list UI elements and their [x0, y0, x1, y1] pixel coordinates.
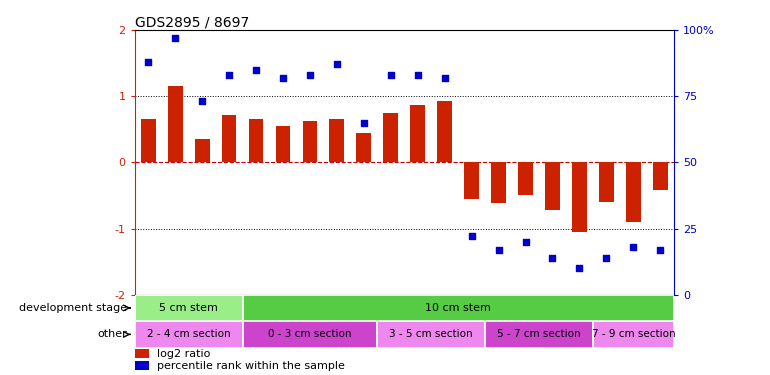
Text: 5 cm stem: 5 cm stem	[159, 303, 218, 313]
Bar	[276, 126, 290, 162]
Point	[465, 234, 477, 240]
Bar	[141, 119, 156, 162]
Bar	[593, 321, 674, 348]
Point	[196, 99, 208, 105]
Point	[277, 75, 290, 81]
Bar	[437, 102, 452, 162]
Text: percentile rank within the sample: percentile rank within the sample	[157, 361, 345, 371]
Point	[169, 35, 182, 41]
Text: GDS2895 / 8697: GDS2895 / 8697	[135, 16, 249, 30]
Bar	[653, 162, 668, 190]
Point	[439, 75, 451, 81]
Bar	[135, 321, 243, 348]
Bar	[330, 119, 344, 162]
Bar	[249, 119, 263, 162]
Bar	[195, 139, 209, 162]
Point	[223, 72, 236, 78]
Bar	[383, 113, 398, 162]
Point	[303, 72, 316, 78]
Text: 10 cm stem: 10 cm stem	[425, 303, 491, 313]
Point	[601, 255, 613, 261]
Point	[249, 67, 262, 73]
Text: other: other	[97, 329, 126, 339]
Point	[627, 244, 639, 250]
Bar	[243, 321, 377, 348]
Point	[547, 255, 559, 261]
Text: 0 - 3 cm section: 0 - 3 cm section	[268, 329, 352, 339]
Point	[493, 247, 505, 253]
Text: development stage: development stage	[18, 303, 126, 313]
Bar	[135, 295, 243, 321]
Bar	[572, 162, 587, 232]
Bar	[545, 162, 560, 210]
Bar	[135, 361, 149, 370]
Bar	[518, 162, 533, 195]
Text: 7 - 9 cm section: 7 - 9 cm section	[591, 329, 675, 339]
Bar	[410, 105, 425, 162]
Bar	[222, 115, 236, 162]
Point	[520, 239, 532, 245]
Bar	[168, 86, 182, 162]
Bar	[377, 321, 485, 348]
Bar	[599, 162, 614, 202]
Bar	[303, 121, 317, 162]
Text: 2 - 4 cm section: 2 - 4 cm section	[147, 329, 230, 339]
Bar	[626, 162, 641, 222]
Text: log2 ratio: log2 ratio	[157, 349, 211, 359]
Text: 3 - 5 cm section: 3 - 5 cm section	[390, 329, 473, 339]
Point	[142, 59, 154, 65]
Point	[357, 120, 370, 126]
Bar	[135, 349, 149, 358]
Bar	[491, 162, 506, 203]
Bar	[357, 133, 371, 162]
Point	[384, 72, 397, 78]
Point	[573, 265, 586, 271]
Point	[411, 72, 424, 78]
Bar	[485, 321, 593, 348]
Bar	[243, 295, 674, 321]
Text: 5 - 7 cm section: 5 - 7 cm section	[497, 329, 581, 339]
Point	[654, 247, 667, 253]
Bar	[464, 162, 479, 199]
Point	[331, 62, 343, 68]
